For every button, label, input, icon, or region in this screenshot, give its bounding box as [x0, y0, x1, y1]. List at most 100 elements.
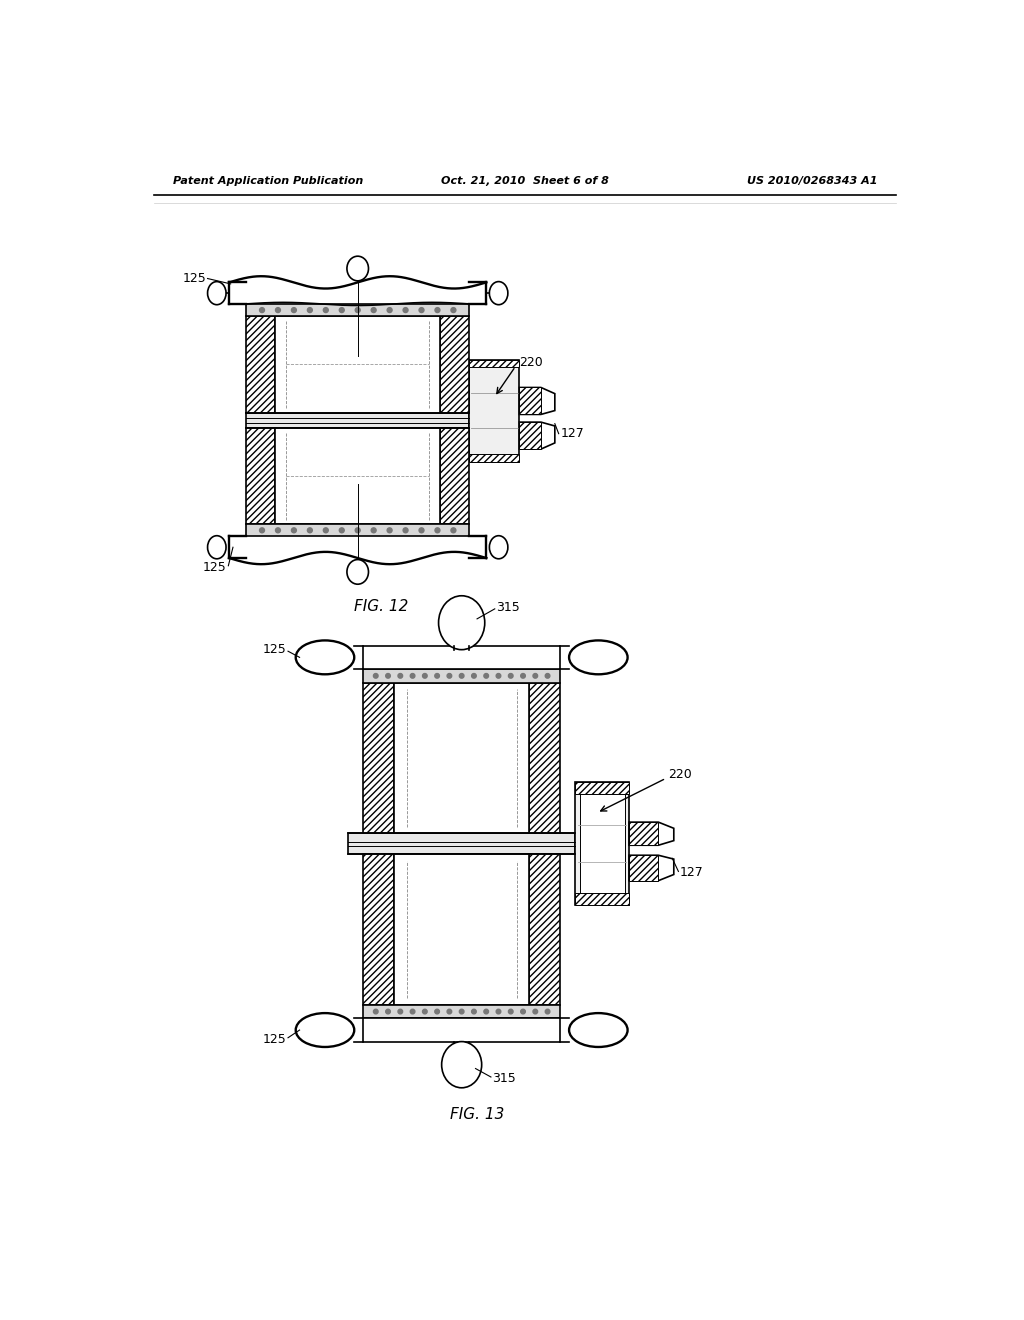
Circle shape	[398, 1010, 402, 1014]
Circle shape	[484, 1010, 488, 1014]
Bar	[364, 1005, 560, 1019]
Bar	[469, 359, 519, 367]
Polygon shape	[519, 388, 555, 414]
Circle shape	[339, 528, 344, 533]
Text: 220: 220	[668, 768, 691, 781]
Bar	[469, 359, 519, 367]
Text: 125: 125	[263, 643, 287, 656]
Circle shape	[398, 673, 402, 678]
Circle shape	[292, 308, 296, 313]
Circle shape	[411, 1010, 415, 1014]
Bar	[575, 781, 629, 795]
Text: 315: 315	[346, 356, 370, 370]
Circle shape	[447, 673, 452, 678]
Circle shape	[484, 673, 488, 678]
Bar	[275, 428, 440, 524]
Bar	[529, 682, 560, 833]
Bar	[629, 855, 658, 880]
Circle shape	[423, 673, 427, 678]
Ellipse shape	[441, 1041, 481, 1088]
Ellipse shape	[347, 256, 369, 281]
Circle shape	[545, 1010, 550, 1014]
Bar	[364, 854, 394, 1005]
Bar	[246, 428, 275, 524]
Bar	[519, 422, 541, 449]
Bar	[440, 317, 469, 412]
Bar	[469, 454, 519, 462]
Bar	[440, 428, 469, 524]
Text: 125: 125	[203, 561, 226, 574]
Circle shape	[545, 673, 550, 678]
Circle shape	[460, 673, 464, 678]
Bar	[364, 682, 394, 833]
Bar	[246, 317, 275, 412]
Bar	[364, 682, 394, 833]
Bar	[246, 317, 275, 412]
Bar	[529, 854, 560, 1005]
Bar	[364, 682, 394, 833]
Polygon shape	[519, 422, 555, 449]
Text: FIG. 12: FIG. 12	[353, 599, 408, 614]
Bar	[348, 833, 575, 854]
Circle shape	[339, 308, 344, 313]
Bar	[364, 854, 394, 1005]
Circle shape	[403, 308, 408, 313]
Bar	[364, 1019, 560, 1041]
Bar	[364, 669, 560, 682]
Circle shape	[472, 673, 476, 678]
Bar	[469, 454, 519, 462]
Ellipse shape	[489, 281, 508, 305]
Bar	[246, 428, 275, 524]
Ellipse shape	[347, 560, 369, 585]
Bar	[394, 682, 529, 833]
Circle shape	[355, 308, 360, 313]
Circle shape	[435, 528, 440, 533]
Circle shape	[355, 528, 360, 533]
Circle shape	[419, 528, 424, 533]
Circle shape	[307, 528, 312, 533]
Bar	[469, 359, 519, 462]
Bar	[246, 304, 469, 317]
Bar	[580, 793, 625, 894]
Bar	[394, 854, 529, 1005]
Bar	[529, 854, 560, 1005]
Bar	[519, 388, 541, 414]
Circle shape	[435, 308, 440, 313]
Circle shape	[386, 1010, 390, 1014]
Text: Oct. 21, 2010  Sheet 6 of 8: Oct. 21, 2010 Sheet 6 of 8	[441, 176, 608, 186]
Bar	[575, 894, 629, 906]
Ellipse shape	[208, 536, 226, 558]
Bar	[629, 822, 658, 845]
Bar	[519, 388, 541, 414]
Circle shape	[411, 673, 415, 678]
Circle shape	[497, 1010, 501, 1014]
Bar	[469, 359, 519, 367]
Bar	[246, 428, 275, 524]
Text: 127: 127	[680, 866, 703, 879]
Bar	[529, 682, 560, 833]
Circle shape	[324, 528, 329, 533]
Circle shape	[435, 1010, 439, 1014]
Bar	[575, 894, 629, 906]
Circle shape	[307, 308, 312, 313]
Bar	[629, 822, 658, 845]
Ellipse shape	[569, 640, 628, 675]
Circle shape	[324, 308, 329, 313]
Text: 315: 315	[346, 471, 370, 484]
Bar	[246, 413, 469, 428]
Circle shape	[374, 1010, 378, 1014]
Circle shape	[509, 1010, 513, 1014]
Bar	[629, 822, 658, 845]
Circle shape	[532, 1010, 538, 1014]
Bar	[275, 317, 440, 412]
Text: Patent Application Publication: Patent Application Publication	[173, 176, 364, 186]
Bar	[529, 682, 560, 833]
Circle shape	[374, 673, 378, 678]
Text: FIG. 13: FIG. 13	[450, 1107, 504, 1122]
Bar	[364, 645, 560, 669]
Circle shape	[460, 1010, 464, 1014]
Bar	[440, 317, 469, 412]
Circle shape	[403, 528, 408, 533]
Bar	[575, 781, 629, 795]
Text: US 2010/0268343 A1: US 2010/0268343 A1	[746, 176, 878, 186]
